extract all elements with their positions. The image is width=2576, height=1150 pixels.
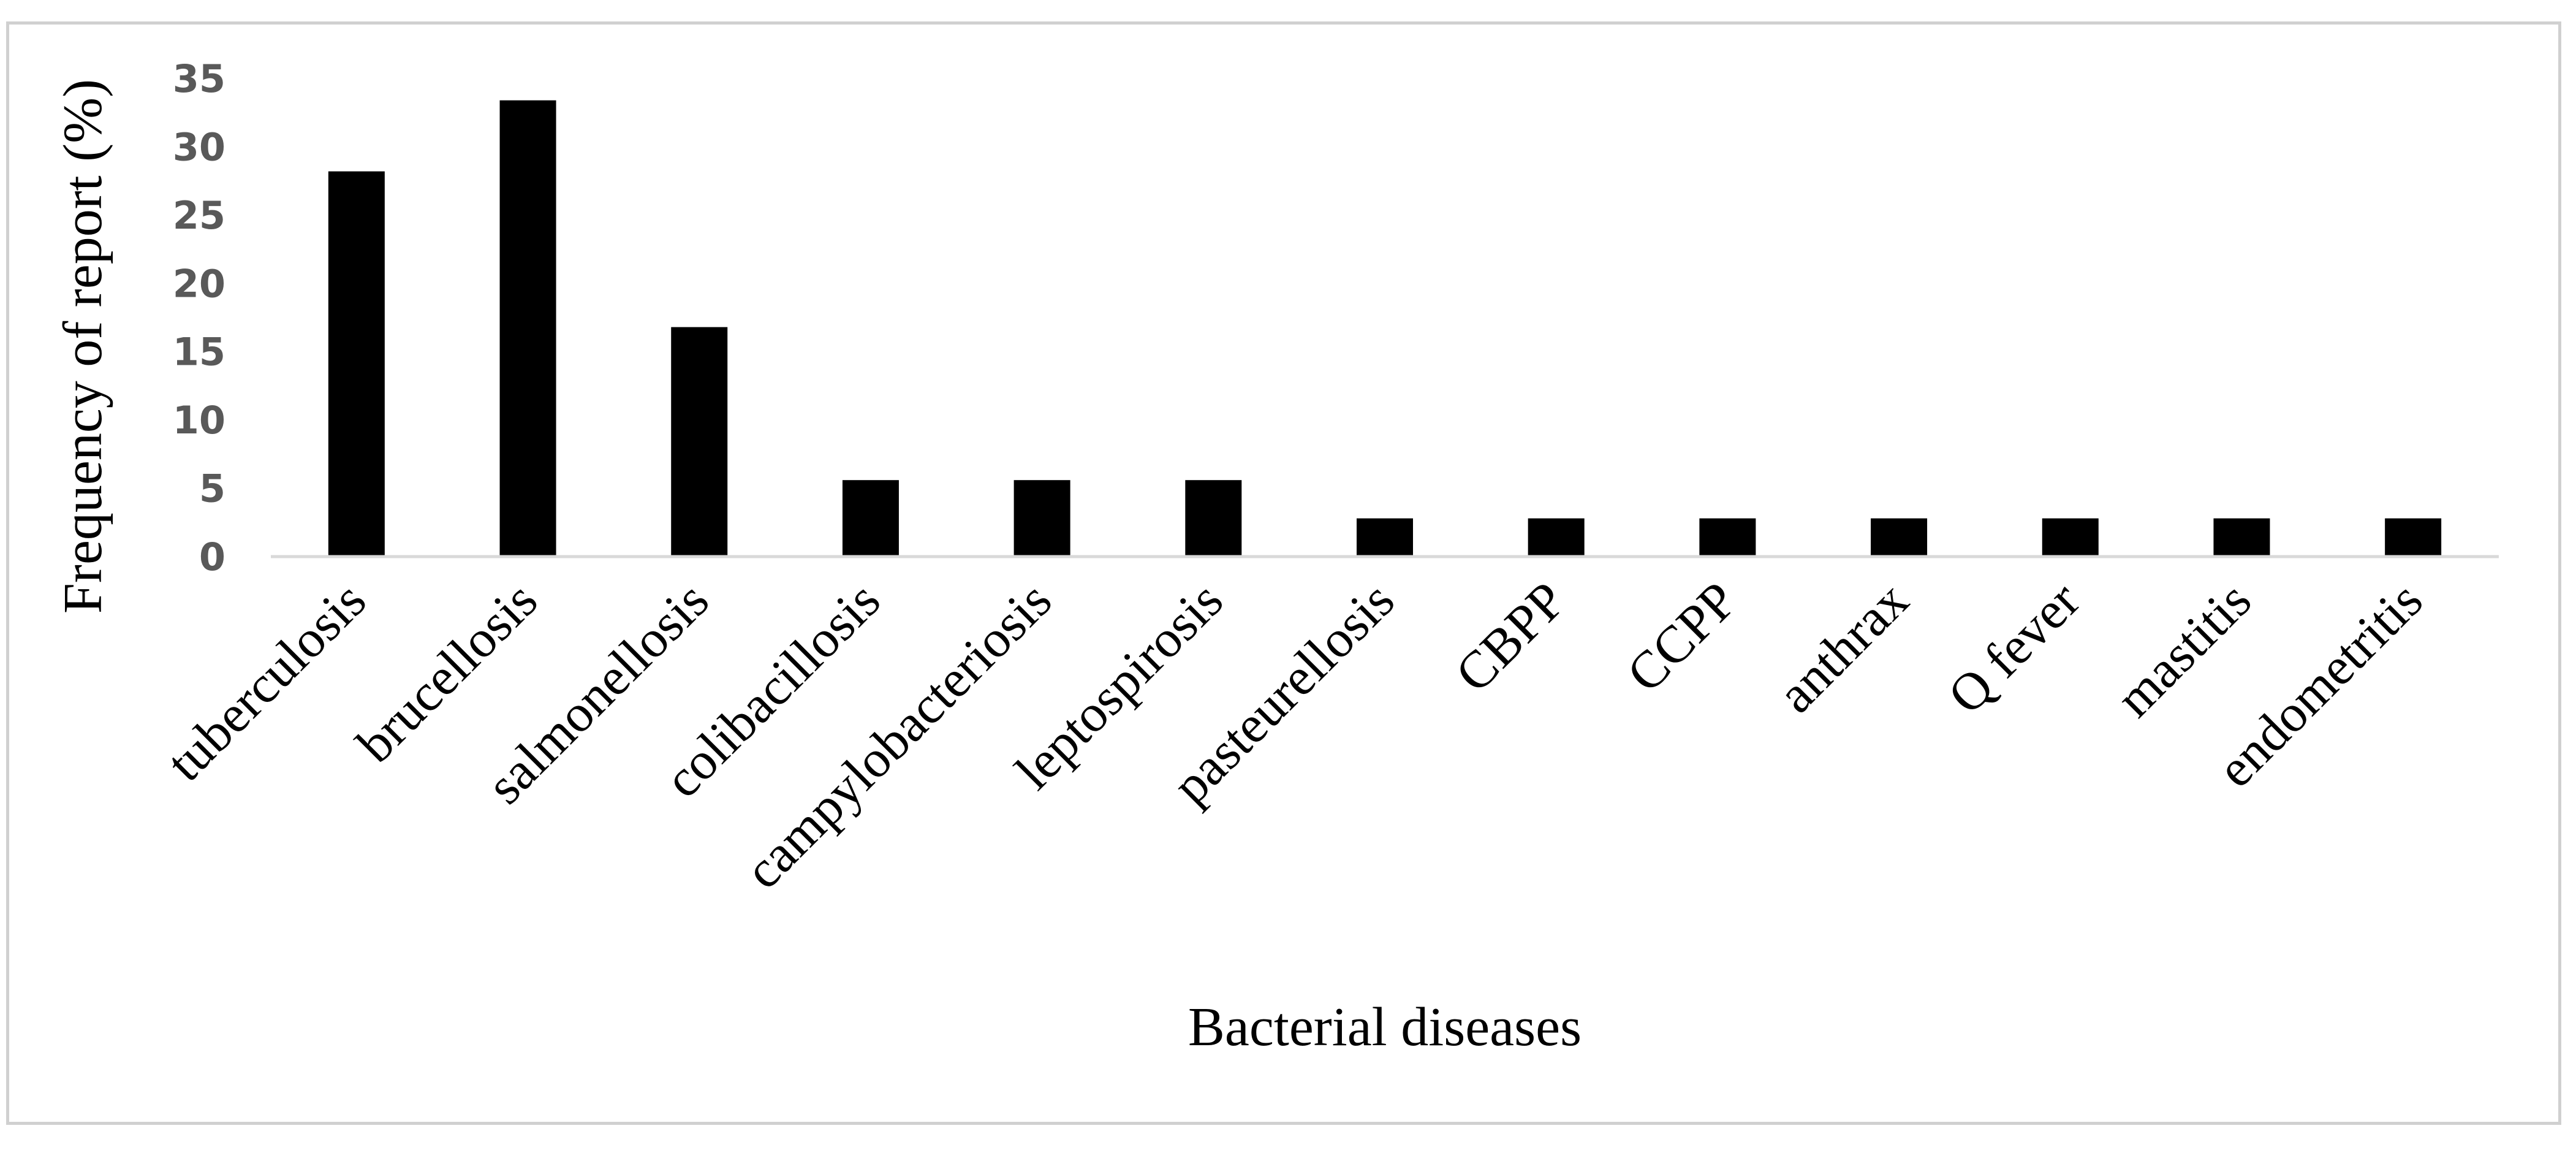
y-tick-label: 20 <box>173 261 225 306</box>
x-axis-category-labels: tuberculosisbrucellosissalmonellosiscoli… <box>156 571 2434 900</box>
bar-endometritis <box>2385 518 2442 557</box>
x-tick-label: anthrax <box>1766 571 1919 724</box>
bar-ccpp <box>1699 518 1756 557</box>
y-tick-label: 10 <box>173 398 225 443</box>
bar-cbpp <box>1528 518 1585 557</box>
bar-colibacillosis <box>842 480 899 557</box>
bar-campylobacteriosis <box>1013 480 1070 557</box>
bar-q-fever <box>2042 518 2099 557</box>
bar-mastitis <box>2213 518 2270 557</box>
x-tick-label: campylobacteriosis <box>733 571 1063 900</box>
bar-pasteurellosis <box>1357 518 1413 557</box>
x-tick-label: tuberculosis <box>156 571 377 793</box>
y-tick-label: 30 <box>173 124 225 169</box>
x-axis-title: Bacterial diseases <box>1188 997 1582 1057</box>
bar-salmonellosis <box>671 327 728 557</box>
x-tick-label: CCPP <box>1615 571 1748 704</box>
bar-leptospirosis <box>1185 480 1242 557</box>
y-axis-title: Frequency of report (%) <box>53 79 113 614</box>
y-tick-label: 0 <box>199 535 225 579</box>
bar-brucellosis <box>499 100 556 557</box>
y-tick-label: 5 <box>199 466 225 511</box>
bar-tuberculosis <box>328 171 385 557</box>
y-tick-label: 35 <box>173 56 225 101</box>
bar-anthrax <box>1871 518 1928 557</box>
x-tick-label: Q fever <box>1936 571 2091 725</box>
y-tick-label: 15 <box>173 330 225 375</box>
x-tick-label: mastitis <box>2105 571 2262 728</box>
y-axis-ticks: 0 5 10 15 20 25 30 35 <box>173 56 225 579</box>
bars <box>328 100 2442 557</box>
x-tick-label: CBPP <box>1444 571 1577 704</box>
y-tick-label: 25 <box>173 193 225 238</box>
chart-frame <box>6 21 2561 1125</box>
